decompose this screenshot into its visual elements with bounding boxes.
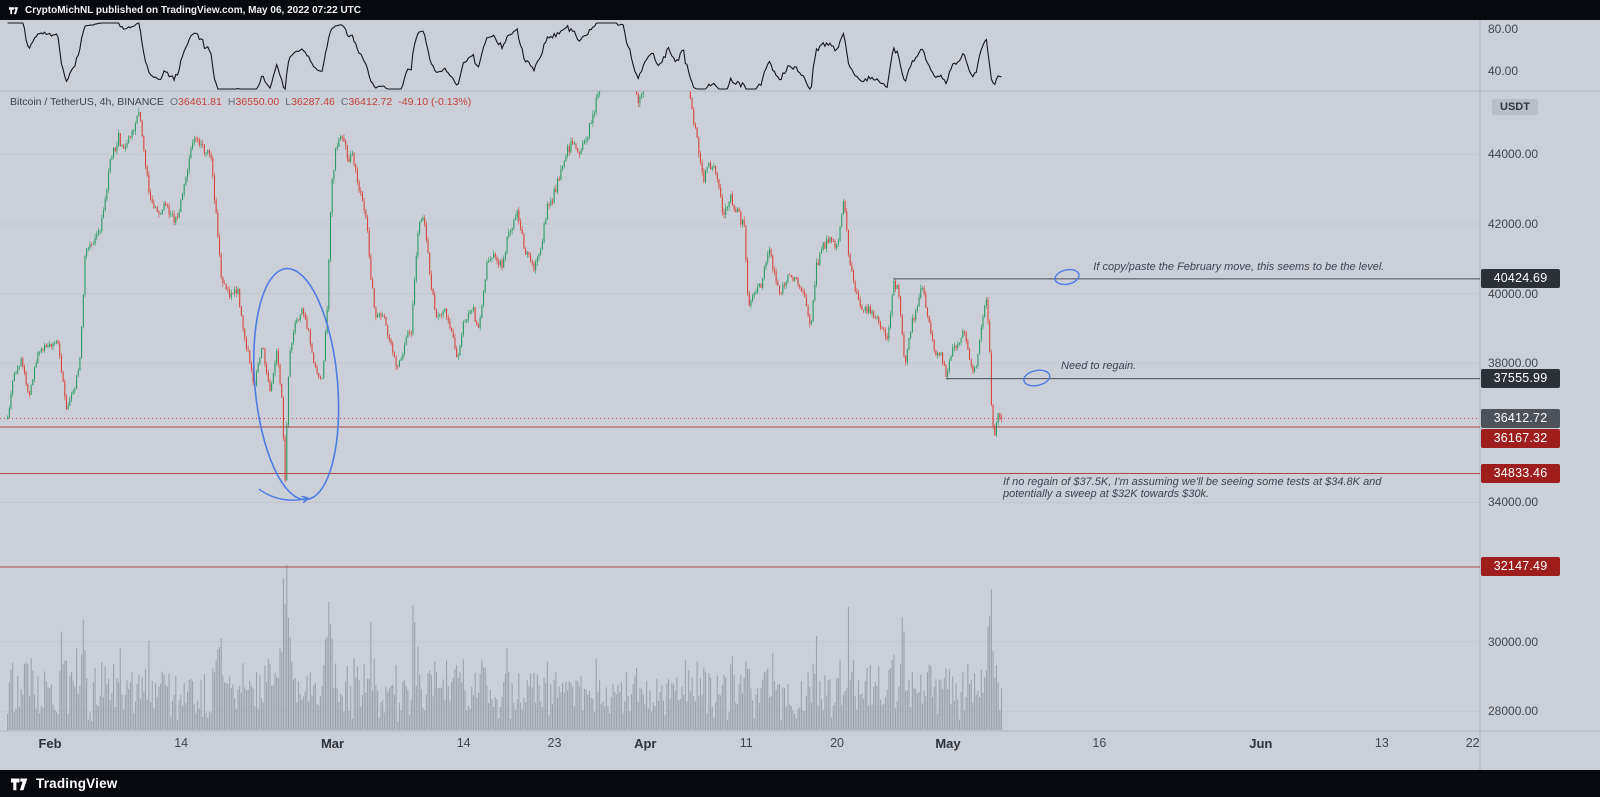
ohlc-high-value: 36550.00 — [235, 96, 280, 108]
ohlc-low-label: L — [285, 96, 292, 108]
tradingview-logo-icon — [10, 778, 28, 790]
circle-doodle — [1023, 369, 1051, 387]
ohlc-high-label: H — [227, 96, 236, 108]
ohlc-change-value: -49.10 (-0.13%) — [398, 96, 472, 108]
circle-doodle — [1054, 268, 1080, 286]
symbol-legend[interactable]: Bitcoin / TetherUS, 4h, BINANCE O36461.81… — [10, 96, 471, 108]
indicator-line — [7, 22, 1002, 91]
ohlc-close-value: 36412.72 — [348, 96, 393, 108]
arrowhead — [302, 497, 309, 504]
time-axis[interactable] — [0, 731, 1480, 770]
ohlc-close-label: C — [340, 96, 349, 108]
ohlc-open-label: O — [169, 96, 179, 108]
price-axis[interactable] — [1480, 20, 1600, 770]
arrowhead — [301, 495, 309, 499]
attribution-text: CryptoMichNL published on TradingView.co… — [25, 4, 362, 16]
ohlc-open-value: 36461.81 — [178, 96, 222, 108]
attribution-bar[interactable]: CryptoMichNL published on TradingView.co… — [0, 0, 1600, 20]
candles-layer — [7, 91, 1003, 483]
drawings-layer — [252, 267, 1080, 504]
tradingview-logo-icon — [8, 6, 19, 14]
ohlc-low-value: 36287.46 — [291, 96, 335, 108]
arrow-drawing — [258, 488, 309, 501]
volume-layer — [7, 565, 1003, 730]
tradingview-wordmark[interactable]: TradingView — [36, 776, 118, 791]
symbol-title[interactable]: Bitcoin / TetherUS, 4h, BINANCE — [10, 96, 164, 108]
quote-currency-badge: USDT — [1492, 99, 1538, 115]
ellipse-drawing — [252, 267, 340, 501]
footer-bar[interactable]: TradingView — [0, 770, 1600, 797]
